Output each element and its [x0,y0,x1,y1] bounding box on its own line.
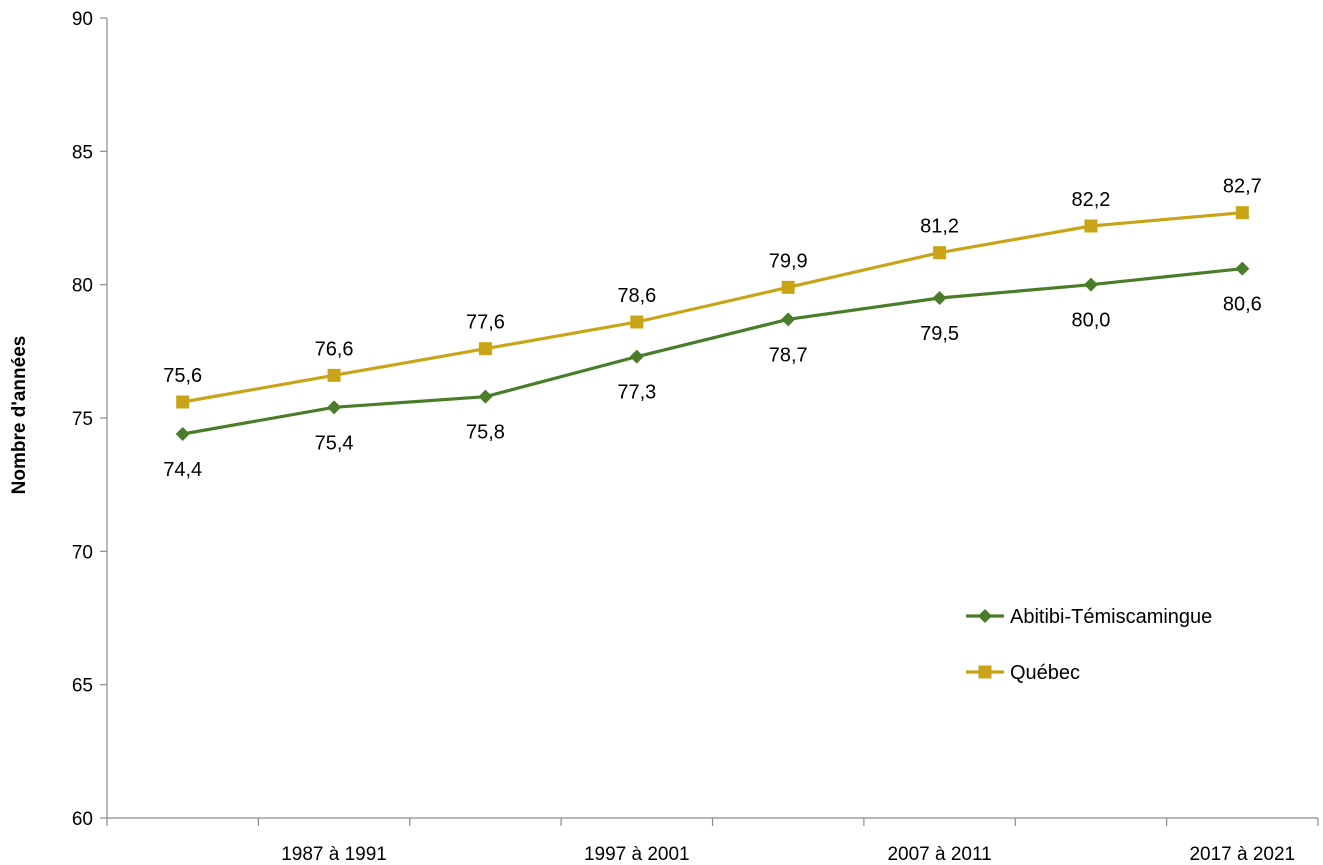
legend: Abitibi-Témiscamingue Québec [966,606,1212,684]
data-label-abitibi: 80,0 [1071,310,1110,332]
legend-label-abitibi: Abitibi-Témiscamingue [1010,606,1212,628]
data-label-abitibi: 79,5 [920,323,959,345]
y-tick-label: 75 [72,409,93,430]
y-tick-label: 65 [72,676,93,697]
y-tick-label: 85 [72,142,93,163]
data-label-abitibi: 75,4 [315,432,354,454]
y-tick-label: 90 [72,9,93,30]
data-label-quebec: 76,6 [315,338,354,360]
y-tick-label: 70 [72,542,93,563]
data-point-quebec [933,246,947,260]
y-tick-label: 60 [72,809,93,830]
data-label-quebec: 82,7 [1223,176,1262,198]
x-tick-label: 2007 à 2011 [887,844,991,865]
data-label-quebec: 75,6 [163,365,202,387]
data-label-quebec: 78,6 [617,285,656,307]
legend-label-quebec: Québec [1010,662,1080,684]
series-abitibi: 74,4 75,4 75,8 77,3 78,7 79,5 80,0 80,6 [163,261,1262,481]
data-point-abitibi [932,291,947,305]
data-point-abitibi [629,349,644,364]
data-label-quebec: 79,9 [769,250,808,272]
data-point-abitibi [327,400,342,415]
x-axis: 1987 à 1991 1997 à 2001 2007 à 2011 2017 à … [106,817,1319,865]
data-point-quebec [781,280,795,294]
data-label-abitibi: 74,4 [163,459,202,481]
y-tick-label: 80 [72,276,93,297]
data-label-quebec: 81,2 [920,216,959,238]
data-point-quebec [327,368,341,382]
y-axis: 60 65 70 75 80 85 90 [72,9,108,830]
data-label-abitibi: 80,6 [1223,294,1262,316]
data-label-abitibi: 77,3 [617,382,656,404]
data-point-quebec [1235,206,1249,220]
data-label-quebec: 77,6 [466,312,505,334]
data-label-abitibi: 75,8 [466,422,505,444]
y-axis-title: Nombre d'années [9,336,30,495]
x-tick-label: 1997 à 2001 [584,844,690,865]
data-point-abitibi [175,427,190,441]
series-layer: 74,4 75,4 75,8 77,3 78,7 79,5 80,0 80,6 75,6 76,6… [163,176,1262,481]
legend-marker-abitibi [978,609,992,623]
data-point-quebec [478,342,492,356]
data-label-abitibi: 78,7 [769,344,808,366]
series-line-abitibi [182,267,1243,436]
x-tick-label: 1987 à 1991 [281,844,387,865]
data-point-abitibi [1083,277,1098,292]
data-point-quebec [176,395,190,409]
series-quebec: 75,6 76,6 77,6 78,6 79,9 81,2 82,2 82,7 [163,176,1262,409]
data-label-quebec: 82,2 [1071,189,1110,211]
data-point-abitibi [478,389,493,404]
x-tick-label: 2017 à 2021 [1189,844,1295,865]
series-line-quebec [182,211,1243,404]
data-point-abitibi [1235,261,1250,276]
data-point-quebec [1084,219,1098,233]
data-point-abitibi [781,312,796,327]
legend-marker-quebec [978,665,992,679]
data-point-quebec [630,315,644,329]
